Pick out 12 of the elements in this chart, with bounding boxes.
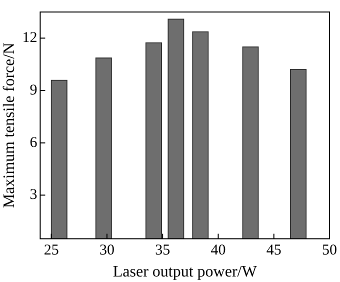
y-tick-label: 12 — [22, 30, 38, 46]
x-axis-title: Laser output power/W — [112, 264, 258, 281]
x-tick-label: 30 — [99, 242, 114, 259]
y-tick-label: 3 — [30, 187, 38, 204]
x-tick-label: 35 — [155, 242, 170, 259]
x-tick-label: 45 — [266, 242, 282, 259]
x-tick-label: 50 — [322, 242, 337, 259]
y-tick-label: 6 — [30, 134, 38, 151]
y-tick-label: 9 — [30, 82, 38, 98]
y-axis-title: Maximum tensile force/N — [0, 42, 18, 208]
x-tick-label: 25 — [44, 242, 59, 259]
x-tick-label: 40 — [210, 242, 226, 259]
